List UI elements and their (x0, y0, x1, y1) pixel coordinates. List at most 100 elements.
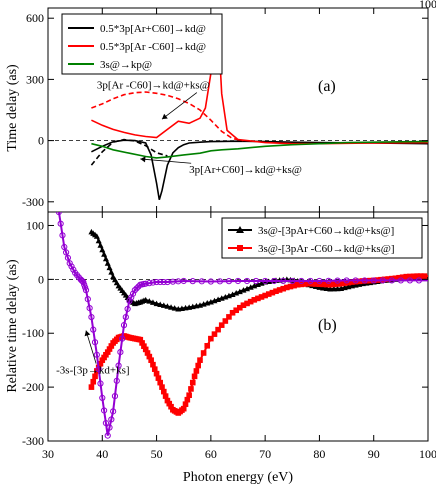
series-marker-circle (180, 277, 187, 285)
series-marker-square (349, 279, 355, 285)
series-marker-square (298, 281, 305, 288)
series-marker-circle (262, 277, 269, 285)
series-marker-triangle (236, 288, 243, 295)
series-marker-circle (307, 277, 314, 285)
series-marker-triangle (233, 290, 240, 296)
series-marker-square (410, 273, 417, 280)
series-marker-triangle (164, 303, 171, 309)
y-tick-label: 100 (26, 218, 44, 232)
series-marker-square (287, 283, 294, 290)
series-marker-triangle (240, 287, 247, 293)
series-marker-triangle (104, 260, 111, 266)
series-marker-triangle (102, 255, 109, 262)
series-marker-circle (131, 287, 138, 294)
series-marker-circle (216, 278, 224, 285)
series-marker-square (159, 384, 165, 390)
series-marker-circle (81, 281, 88, 288)
series-marker-square (226, 314, 232, 320)
series-marker-circle (146, 280, 153, 287)
series-marker-circle (55, 212, 62, 216)
series-marker-circle (115, 362, 122, 369)
legend-label: 0.5*3p[Ar+C60]→kd@ (100, 23, 206, 35)
series-marker-square (188, 386, 194, 392)
series-marker-triangle (106, 264, 113, 271)
x-tick-label-top: 100 (419, 0, 436, 11)
series-marker-circle (111, 392, 119, 400)
panel-b-frame (47, 211, 429, 442)
series-marker-square (309, 281, 315, 287)
series-marker-square (276, 287, 283, 293)
series-marker-triangle (146, 298, 153, 304)
series-marker-square (208, 335, 214, 342)
y-tick-label: 300 (26, 72, 44, 86)
series-marker-square (137, 336, 144, 343)
series-marker-square (151, 366, 158, 372)
series-marker-square (155, 375, 162, 381)
series-marker-circle (110, 408, 117, 415)
series-marker-circle (397, 277, 404, 284)
panel-a-ylabel: Time delay (as) (5, 64, 20, 152)
series-marker-circle (119, 335, 126, 342)
panel-b-ylabel: Relative time delay (as) (5, 259, 20, 393)
series-marker-square (284, 284, 290, 291)
series-marker-circle (207, 278, 214, 285)
legend-marker-triangle (236, 226, 244, 233)
series-marker-square (229, 309, 236, 316)
panel-b-series (55, 212, 428, 439)
series-marker-circle (379, 277, 386, 284)
series-marker-circle (370, 277, 377, 284)
x-tick-label: 100 (419, 447, 436, 461)
y-tick-label: -200 (22, 380, 44, 394)
series-marker-square (153, 370, 160, 377)
panel-a-annotations: 3p[Ar -C60]→kd@+ks@ 3p[Ar+C60]→kd@+ks@ (97, 80, 302, 177)
series-marker-square (168, 403, 174, 410)
series-marker-triangle (229, 291, 236, 297)
series-marker-square (320, 281, 326, 288)
panel-a-series (90, 14, 428, 201)
series-marker-square (162, 393, 169, 399)
series-marker-square (182, 401, 189, 407)
series-marker-square (407, 273, 413, 280)
series-marker-square (146, 353, 153, 360)
series-marker-circle (153, 278, 160, 286)
series-marker-square (197, 357, 203, 363)
series-marker-circle (82, 287, 90, 294)
series-marker-circle (117, 348, 124, 356)
y-tick-label: -100 (22, 326, 44, 340)
x-tick-label: 50 (151, 447, 163, 461)
series-marker-circle (99, 394, 106, 401)
series-marker-square (316, 281, 323, 288)
series-marker-circle (271, 277, 278, 285)
series-marker-triangle (168, 304, 175, 310)
annotation-text: 3p[Ar+C60]→kd@+ks@ (189, 164, 302, 176)
series-marker-circle (122, 313, 129, 321)
series-marker-square (273, 288, 279, 295)
series-marker-square (258, 294, 265, 300)
series-marker-triangle (101, 251, 108, 257)
x-tick-label: 70 (259, 447, 271, 461)
series-marker-square (161, 388, 167, 395)
series-marker-square (302, 281, 308, 287)
series-marker-circle (70, 266, 77, 273)
series-marker-square (218, 322, 225, 328)
series-marker-circle (225, 278, 233, 285)
panel-b-legend: 3s@-[3pAr+C60→kd@+ks@] 3s@-[3pAr -C60→kd@… (221, 217, 423, 259)
series-marker-triangle (320, 284, 327, 291)
series-marker-square (150, 361, 156, 368)
legend-label: 3s@-[3pAr -C60→kd@+ks@] (258, 243, 395, 255)
series-marker-circle (95, 366, 102, 373)
series-marker-circle (88, 313, 95, 321)
series-marker-square (244, 300, 250, 307)
series-marker-square (269, 289, 276, 296)
series-marker-square (352, 278, 359, 285)
series-marker-square (164, 397, 171, 404)
panel-a-ticks: -300 0 300 600 100 (22, 0, 436, 212)
series-marker-square (417, 273, 424, 279)
series-marker-circle (108, 416, 115, 423)
series-marker-circle (62, 249, 70, 256)
series-marker-square (97, 360, 104, 367)
series-marker-triangle (244, 285, 251, 292)
series-marker-square (385, 276, 391, 282)
series-marker-circle (113, 377, 120, 384)
